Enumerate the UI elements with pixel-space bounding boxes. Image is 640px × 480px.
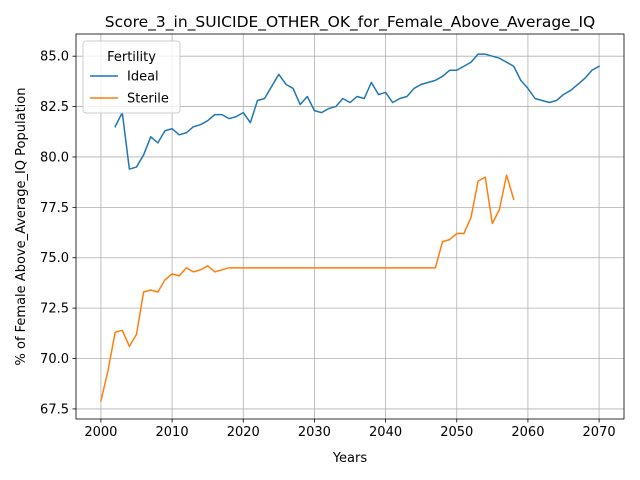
legend-title: Fertility (107, 50, 156, 65)
plot-frame (75, 33, 625, 420)
x-tick-label: 2010 (156, 425, 189, 440)
y-tick-label: 80.0 (40, 150, 69, 165)
series-line-ideal (114, 53, 601, 170)
y-tick-label: 67.5 (40, 402, 69, 417)
legend-items: Ideal Sterile (90, 70, 169, 107)
x-axis-ticks: 2000 2010 2020 2030 2040 2050 2060 2070 (84, 419, 616, 440)
legend: Fertility Ideal Sterile (82, 40, 181, 114)
legend-label-sterile: Sterile (127, 92, 169, 107)
legend-label-ideal: Ideal (127, 70, 159, 85)
x-tick-label: 2040 (369, 425, 402, 440)
x-tick-label: 2000 (84, 425, 117, 440)
y-axis-ticks: 67.5 70.0 72.5 75.0 77.5 80.0 82.5 85.0 (40, 50, 76, 417)
x-tick-label: 2050 (440, 425, 473, 440)
y-tick-label: 75.0 (40, 251, 69, 266)
x-tick-label: 2020 (227, 425, 260, 440)
y-tick-label: 72.5 (40, 302, 69, 317)
x-axis-label: Years (332, 451, 368, 466)
grid (76, 34, 624, 419)
x-tick-label: 2070 (583, 425, 616, 440)
y-tick-label: 77.5 (40, 201, 69, 216)
y-tick-label: 85.0 (40, 50, 69, 65)
x-tick-label: 2060 (511, 425, 544, 440)
y-axis-label: % of Female Above_Average_IQ Population (14, 88, 29, 366)
y-tick-label: 70.0 (40, 352, 69, 367)
series-line-sterile (100, 174, 515, 402)
series-lines (100, 53, 601, 402)
y-tick-label: 82.5 (40, 100, 69, 115)
legend-box (82, 40, 181, 114)
chart-title: Score_3_in_SUICIDE_OTHER_OK_for_Female_A… (105, 13, 595, 32)
x-tick-label: 2030 (298, 425, 331, 440)
